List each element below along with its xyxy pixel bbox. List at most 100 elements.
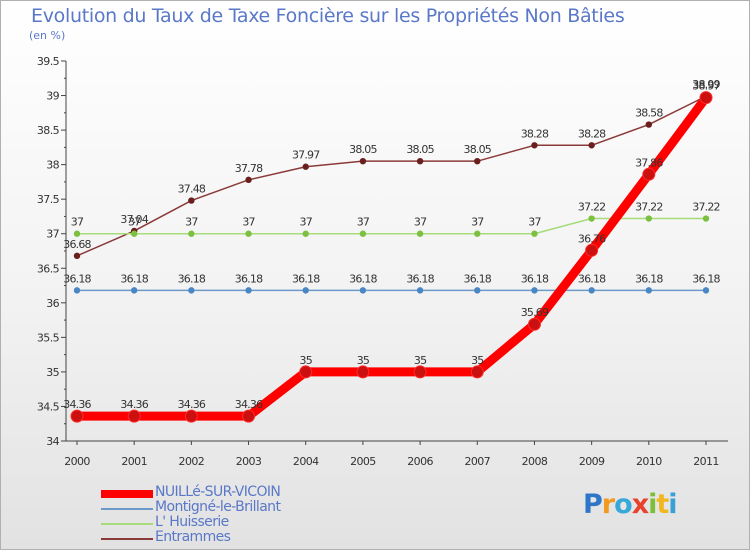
data-point <box>245 176 252 184</box>
data-label: 38.05 <box>349 143 377 156</box>
data-point <box>470 365 484 379</box>
data-point <box>645 215 653 222</box>
legend-label: Entrammes <box>155 529 231 545</box>
x-tick-label: 2011 <box>693 455 719 468</box>
data-point <box>127 409 141 423</box>
logo-letter: P <box>583 489 603 520</box>
data-point <box>299 365 313 379</box>
data-point <box>188 230 195 237</box>
data-label: 34.36 <box>235 398 263 411</box>
data-point <box>302 287 309 294</box>
data-label: 36.18 <box>578 272 606 285</box>
data-label: 36.18 <box>349 272 377 285</box>
data-point <box>531 230 538 237</box>
data-label: 35 <box>357 354 370 367</box>
data-point <box>130 287 138 294</box>
data-label: 38.05 <box>464 143 492 156</box>
data-point <box>70 409 84 423</box>
y-tick-label: 37 <box>46 228 59 241</box>
data-point <box>702 287 710 294</box>
data-point <box>245 230 252 237</box>
data-label: 37.22 <box>578 201 606 214</box>
data-point <box>474 230 481 237</box>
data-label: 36.18 <box>235 272 263 285</box>
y-tick-label: 34 <box>46 435 59 448</box>
data-label: 37 <box>471 216 484 229</box>
data-label: 36.18 <box>464 272 492 285</box>
data-point <box>588 215 595 222</box>
data-label: 37 <box>71 216 84 229</box>
data-label: 38.58 <box>635 107 663 120</box>
data-point <box>588 287 595 294</box>
line-chart: 34 34.5 35 35.5 36 36.5 37 37.5 38 38.5 39 39.5 2000… <box>37 55 728 468</box>
y-tick-label: 36.5 <box>37 262 60 275</box>
data-label: 36.18 <box>120 272 148 285</box>
series-line-3 <box>76 95 707 257</box>
y-tick-label: 38 <box>46 159 59 172</box>
data-label: 35 <box>414 354 427 367</box>
data-label: 37 <box>300 216 313 229</box>
data-label: 34.36 <box>178 398 206 411</box>
legend-swatch <box>101 490 153 498</box>
data-label: 37 <box>528 216 541 229</box>
data-point <box>531 287 538 294</box>
legend-label: L' Huisserie <box>155 514 229 530</box>
data-label: 36.68 <box>63 238 91 251</box>
data-label: 37 <box>128 216 141 229</box>
data-point <box>474 287 481 294</box>
data-point <box>184 409 198 423</box>
data-label: 36.18 <box>63 272 91 285</box>
data-point <box>359 157 367 165</box>
data-label: 38.28 <box>578 127 606 140</box>
legend-swatch <box>101 538 153 540</box>
logo-letter: r <box>601 489 615 520</box>
data-point <box>359 287 367 294</box>
x-tick-label: 2006 <box>407 455 433 468</box>
data-point <box>416 230 424 237</box>
x-tick-label: 2004 <box>293 455 319 468</box>
x-tick-label: 2008 <box>522 455 548 468</box>
data-label: 36.18 <box>521 272 549 285</box>
data-point <box>531 142 538 149</box>
series-line-2 <box>76 217 707 235</box>
logo-letter: o <box>614 489 633 520</box>
logo-letter: t <box>656 489 669 520</box>
data-label: 36.18 <box>178 272 206 285</box>
data-label: 37.78 <box>235 162 263 175</box>
data-point <box>413 365 427 379</box>
x-tick-label: 2002 <box>179 455 205 468</box>
brand-logo: Proxiti <box>583 489 678 520</box>
data-label: 38.05 <box>406 143 434 156</box>
x-tick-label: 2005 <box>350 455 376 468</box>
data-label: 38.97 <box>692 80 720 93</box>
data-label: 37 <box>414 216 427 229</box>
y-tick-label: 38.5 <box>37 124 60 137</box>
x-tick-label: 2001 <box>121 455 147 468</box>
y-tick-label: 39 <box>46 90 59 103</box>
data-label: 37 <box>357 216 370 229</box>
x-tick-label: 2009 <box>579 455 605 468</box>
y-tick-label: 34.5 <box>37 400 60 413</box>
data-label: 35 <box>300 354 313 367</box>
data-label: 36.18 <box>292 272 320 285</box>
data-label: 36.18 <box>406 272 434 285</box>
x-tick-label: 2007 <box>464 455 490 468</box>
data-point <box>188 197 195 204</box>
y-tick-label: 35 <box>46 366 59 379</box>
data-point <box>702 215 710 222</box>
chart-title: Evolution du Taux de Taxe Foncière sur l… <box>31 5 625 27</box>
data-label: 37.48 <box>178 183 206 196</box>
logo-letter: i <box>668 489 677 520</box>
data-label: 38.99 <box>692 78 720 91</box>
data-label: 37 <box>185 216 198 229</box>
data-point <box>527 317 541 331</box>
data-point <box>73 252 81 260</box>
data-label: 37 <box>242 216 255 229</box>
data-point <box>245 287 252 294</box>
data-point <box>242 409 256 423</box>
data-point <box>302 230 309 237</box>
data-point <box>416 287 424 294</box>
legend-swatch <box>101 523 153 525</box>
data-point <box>356 365 370 379</box>
